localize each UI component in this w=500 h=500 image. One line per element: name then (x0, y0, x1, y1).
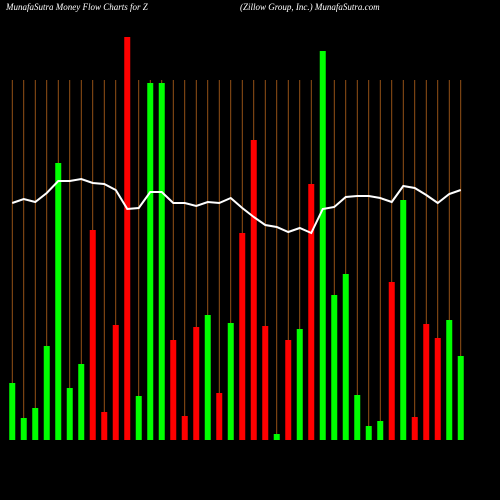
bar (296, 329, 303, 440)
bar (20, 418, 27, 440)
bar (354, 395, 361, 440)
chart-subtitle: (Zillow Group, Inc.) MunafaSutra.com (240, 2, 380, 12)
bar (446, 320, 453, 440)
bar (262, 326, 269, 440)
bar (89, 230, 96, 440)
bar (342, 274, 349, 440)
bar (285, 340, 292, 440)
bar (158, 83, 165, 440)
bar (273, 434, 280, 440)
bar (227, 323, 234, 440)
bar (434, 338, 441, 440)
bar (239, 233, 246, 440)
bar (377, 421, 384, 440)
bar (78, 364, 85, 440)
bar (308, 184, 315, 440)
bar (423, 324, 430, 440)
bar (101, 412, 108, 440)
bar (43, 346, 50, 440)
bar (147, 83, 154, 440)
bar (216, 393, 223, 440)
chart-title: MunafaSutra Money Flow Charts for Z (5, 2, 149, 12)
money-flow-line (11, 177, 462, 235)
bar (250, 140, 257, 440)
bar (193, 327, 200, 440)
bar (365, 426, 372, 440)
bar (181, 416, 188, 440)
bar (55, 163, 62, 440)
bar (66, 388, 73, 440)
bar (331, 295, 338, 440)
bar (388, 282, 395, 440)
bar (457, 356, 464, 440)
bar (112, 325, 119, 440)
bar (319, 51, 326, 440)
bar (170, 340, 177, 440)
bar (9, 383, 16, 440)
bar (400, 200, 407, 440)
bar (32, 408, 39, 440)
bar (411, 417, 418, 440)
bar (204, 315, 211, 440)
bar (124, 37, 131, 440)
bar (135, 396, 142, 440)
